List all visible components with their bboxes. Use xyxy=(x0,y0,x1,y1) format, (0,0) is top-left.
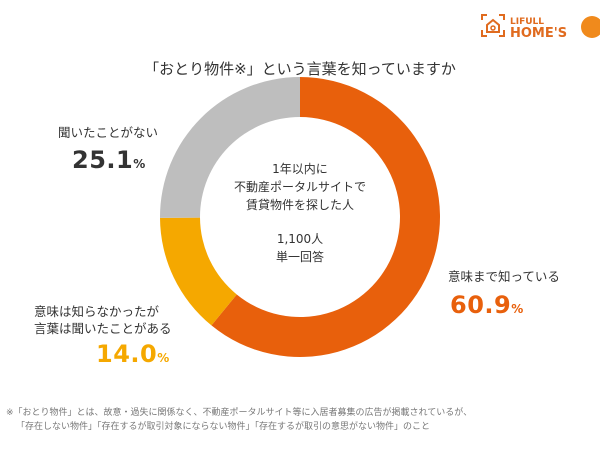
value-never: 25.1% xyxy=(72,146,146,174)
house-icon: LIFULL HOME'S xyxy=(481,14,600,41)
label-heard: 意味は知らなかったが 言葉は聞いたことがある xyxy=(34,304,172,336)
donut-slice-0 xyxy=(211,77,441,357)
center-line-1: 1年以内に xyxy=(272,162,328,176)
value-known: 60.9% xyxy=(450,291,524,319)
svg-text:LIFULL: LIFULL xyxy=(510,17,544,27)
svg-text:HOME'S: HOME'S xyxy=(510,26,567,41)
sample-size: 1,100人 xyxy=(276,232,324,246)
answer-type: 単一回答 xyxy=(275,250,324,264)
center-label: 1年以内に 不動産ポータルサイトで 賃貸物件を探した人 1,100人 単一回答 xyxy=(200,160,400,266)
label-never: 聞いたことがない xyxy=(58,125,159,140)
donut-slice-1 xyxy=(160,217,237,326)
lifull-homes-logo: LIFULL HOME'S xyxy=(480,12,600,42)
footnote: ※「おとり物件」とは、故意・過失に関係なく、不動産ポータルサイト等に入居者募集の… xyxy=(6,408,473,432)
donut-slice-2 xyxy=(160,77,300,218)
center-line-3: 賃貸物件を探した人 xyxy=(245,198,354,212)
center-line-2: 不動産ポータルサイトで xyxy=(233,180,366,194)
chart-title: 「おとり物件※」という言葉を知っていますか xyxy=(144,60,456,78)
label-known: 意味まで知っている xyxy=(448,269,560,284)
value-heard: 14.0% xyxy=(96,340,170,368)
